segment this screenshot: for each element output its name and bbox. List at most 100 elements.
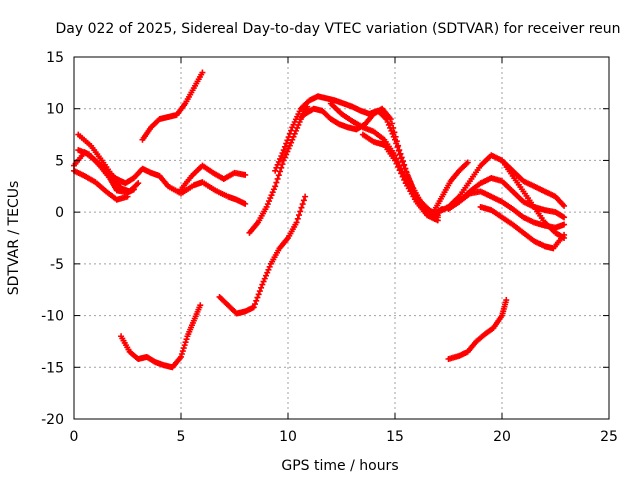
data-point [464,159,471,166]
x-tick-label: 25 [600,429,618,445]
data-point [250,304,257,311]
chart-title: Day 022 of 2025, Sidereal Day-to-day VTE… [55,21,620,37]
data-point [392,133,399,140]
series-track-r [477,203,568,252]
data-point [398,170,405,177]
data-point [272,183,279,190]
data-point [258,284,265,291]
data-point [434,217,441,224]
y-axis-label: SDTVAR / TECUs [6,181,22,296]
data-point [561,214,568,221]
data-point [388,120,395,127]
data-point [182,339,189,346]
data-point [178,350,185,357]
data-point [285,134,292,141]
data-point [260,278,267,285]
data-point [254,294,261,301]
data-point [294,215,301,222]
series-track-q [445,188,568,231]
data-point [253,297,260,304]
data-point [256,288,263,295]
data-point [242,171,249,178]
x-tick-label: 20 [493,429,511,445]
data-point [399,173,406,180]
data-point [395,163,402,170]
data-point [262,272,269,279]
data-point [275,172,282,179]
data-point [261,275,268,282]
data-point [268,192,275,199]
series-track-m [359,131,441,224]
y-tick-label: 0 [55,205,64,221]
y-tick-label: 5 [55,153,64,169]
data-point [399,158,406,165]
x-tick-label: 5 [177,429,186,445]
data-point [251,301,258,308]
data-point [273,164,280,171]
data-point [272,167,279,174]
data-point [395,142,402,149]
data-point [267,195,274,202]
series-track-t [445,297,510,363]
data-point [401,176,408,183]
data-point [392,157,398,164]
data-point [561,221,568,228]
data-point [242,200,249,207]
y-tick-label: -5 [50,257,64,273]
data-point [273,179,280,186]
data-point [181,342,188,349]
x-axis-label: GPS time / hours [281,458,398,474]
data-point [264,269,271,276]
data-point [299,201,306,208]
series-track-e [139,69,206,143]
data-point [396,167,403,174]
data-point [561,202,568,209]
series-track-i [246,103,311,236]
data-point [179,348,186,355]
data-points [71,69,568,371]
data-point [266,263,273,270]
data-point [183,336,190,343]
data-point [503,297,510,304]
y-tick-label: 15 [46,50,64,66]
x-tick-label: 0 [70,429,79,445]
data-point [302,193,309,200]
data-point [264,201,271,208]
data-point [266,198,273,205]
series-track-g [178,162,249,193]
data-point [398,154,405,161]
series-track-d [75,131,142,195]
data-point [300,197,307,204]
data-point [393,160,400,167]
data-point [397,150,404,157]
data-point [561,235,568,241]
data-point [283,140,290,147]
data-point [281,143,288,150]
data-point [135,180,142,187]
data-point [270,186,277,193]
series-track-s [499,157,568,241]
data-point [293,219,300,226]
data-point [180,345,187,352]
x-tick-label: 15 [386,429,404,445]
data-point [197,302,204,309]
data-point [296,212,303,219]
data-point [199,69,206,76]
data-point [274,161,281,168]
series-track-h [216,193,309,317]
data-point [255,291,262,298]
x-tick-label: 10 [279,429,297,445]
data-point [288,127,295,134]
series-track-o [424,152,568,218]
data-point [396,147,403,154]
data-point [393,138,400,145]
data-point [297,208,304,215]
axis-ticks: 0 5 10 15 20 25 -20 -15 -10 -5 0 5 10 15 [41,50,618,445]
data-point [265,266,272,273]
plot-border [73,56,610,420]
series-track-k [302,105,446,218]
y-tick-label: -20 [41,412,64,428]
data-point [280,147,287,154]
data-point [259,281,266,288]
